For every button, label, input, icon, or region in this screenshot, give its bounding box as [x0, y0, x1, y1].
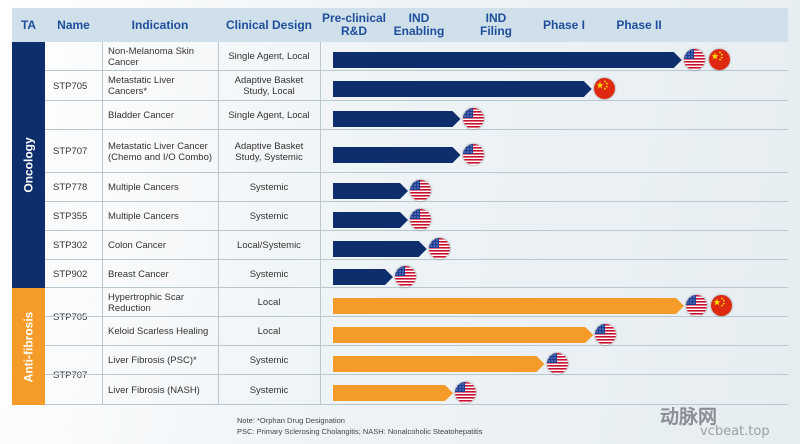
ta-label-anti-fibrosis: Anti-fibrosis: [21, 311, 36, 382]
progress-bar: [333, 52, 682, 68]
ta-label-oncology: Oncology: [21, 137, 36, 193]
column-divider: [102, 42, 103, 405]
us-flag-icon: [410, 209, 431, 230]
indication-cell: Breast Cancer: [108, 268, 169, 280]
clinical-design-cell: Local: [257, 297, 281, 308]
clinical-design-cell: Local/Systemic: [237, 240, 301, 251]
clinical-design-cell: Adaptive Basket Study, Systemic: [234, 140, 304, 163]
progress-bar: [333, 111, 461, 127]
pipeline-row: [45, 346, 788, 375]
indication-cell: Multiple Cancers: [108, 211, 179, 222]
us-flag-icon: [595, 324, 617, 345]
indication-cell: Colon Cancer: [108, 240, 167, 251]
clinical-design-cell: Single Agent, Local: [228, 51, 310, 62]
column-divider: [218, 42, 219, 405]
china-flag-icon: [708, 49, 730, 70]
pipeline-row: [45, 260, 788, 288]
header-phase-2: Phase II: [616, 17, 662, 32]
drug-name-cell: STP778: [53, 182, 88, 193]
progress-bar: [333, 269, 393, 285]
pipeline-row: [45, 317, 788, 346]
drug-name-cell: STP902: [53, 268, 88, 280]
ta-band-anti-fibrosis: Anti-fibrosis: [12, 288, 45, 405]
us-flag-icon: [455, 382, 476, 403]
indication-cell: Non-Melanoma Skin Cancer: [108, 45, 195, 68]
us-flag-icon: [683, 49, 705, 70]
indication-cell: Liver Fibrosis (NASH): [108, 384, 200, 396]
us-flag-icon: [462, 108, 484, 129]
drug-name-cell: STP705: [53, 311, 88, 323]
note-orphan-designation: Note: *Orphan Drug Designation: [237, 416, 345, 425]
pipeline-row: [45, 288, 788, 317]
drug-name-cell: STP705: [53, 80, 88, 92]
clinical-design-cell: Systemic: [249, 268, 289, 280]
progress-bar: [333, 327, 594, 343]
progress-bar: [333, 385, 453, 401]
table-header: [12, 8, 788, 42]
indication-cell: Metastatic Liver Cancer (Chemo and I/O C…: [108, 140, 213, 163]
drug-name-cell: STP707: [53, 146, 88, 157]
us-flag-icon: [410, 180, 431, 201]
us-flag-icon: [546, 353, 568, 374]
china-flag-icon: [711, 295, 732, 316]
pipeline-row: [45, 173, 788, 202]
pipeline-row: [45, 202, 788, 231]
header-ind-filing: IND Filing: [480, 11, 512, 38]
pipeline-row: [45, 42, 788, 71]
progress-bar: [333, 241, 427, 257]
clinical-design-cell: Single Agent, Local: [228, 110, 310, 121]
us-flag-icon: [686, 295, 707, 316]
progress-bar: [333, 298, 684, 314]
pipeline-row: [45, 71, 788, 101]
pipeline-row: [45, 130, 788, 173]
indication-cell: Metastatic Liver Cancers*: [108, 75, 175, 97]
header-name: Name: [57, 17, 90, 32]
us-flag-icon: [462, 144, 484, 165]
indication-cell: Bladder Cancer: [108, 110, 175, 121]
header-phase-1: Phase I: [542, 17, 586, 32]
progress-bar: [333, 183, 408, 199]
indication-cell: Liver Fibrosis (PSC)*: [108, 355, 197, 366]
header-preclinical: Pre-clinical R&D: [321, 11, 387, 38]
clinical-design-cell: Adaptive Basket Study, Local: [234, 75, 304, 97]
header-indication: Indication: [131, 17, 189, 32]
header-ta: TA: [20, 17, 37, 32]
progress-bar: [333, 81, 592, 97]
indication-cell: Multiple Cancers: [108, 182, 179, 193]
us-flag-icon: [395, 266, 416, 287]
pipeline-row: [45, 231, 788, 260]
drug-name-cell: STP355: [53, 211, 88, 222]
header-ind-enabling: IND Enabling: [393, 11, 445, 38]
watermark-url: vcbeat.top: [700, 424, 770, 439]
pipeline-row: [45, 375, 788, 405]
note-abbreviations: PSC: Primary Sclerosing Cholangitis; NAS…: [237, 427, 483, 436]
ta-band-oncology: Oncology: [12, 42, 45, 288]
header-clinical-design: Clinical Design: [225, 17, 313, 32]
clinical-design-cell: Systemic: [249, 355, 289, 366]
china-flag-icon: [593, 78, 615, 99]
us-flag-icon: [428, 238, 450, 259]
drug-name-cell: STP707: [53, 370, 88, 381]
pipeline-row: [45, 101, 788, 130]
indication-cell: Keloid Scarless Healing: [108, 326, 209, 337]
clinical-design-cell: Systemic: [249, 182, 289, 193]
clinical-design-cell: Systemic: [249, 211, 289, 222]
indication-cell: Hypertrophic Scar Reduction: [108, 291, 185, 314]
clinical-design-cell: Systemic: [249, 384, 289, 396]
progress-bar: [333, 356, 545, 372]
progress-bar: [333, 212, 408, 228]
watermark-cn-text: 动脉网: [660, 406, 718, 428]
progress-bar: [333, 147, 461, 163]
column-divider: [320, 42, 321, 405]
drug-name-cell: STP302: [53, 240, 88, 251]
clinical-design-cell: Local: [257, 326, 281, 337]
